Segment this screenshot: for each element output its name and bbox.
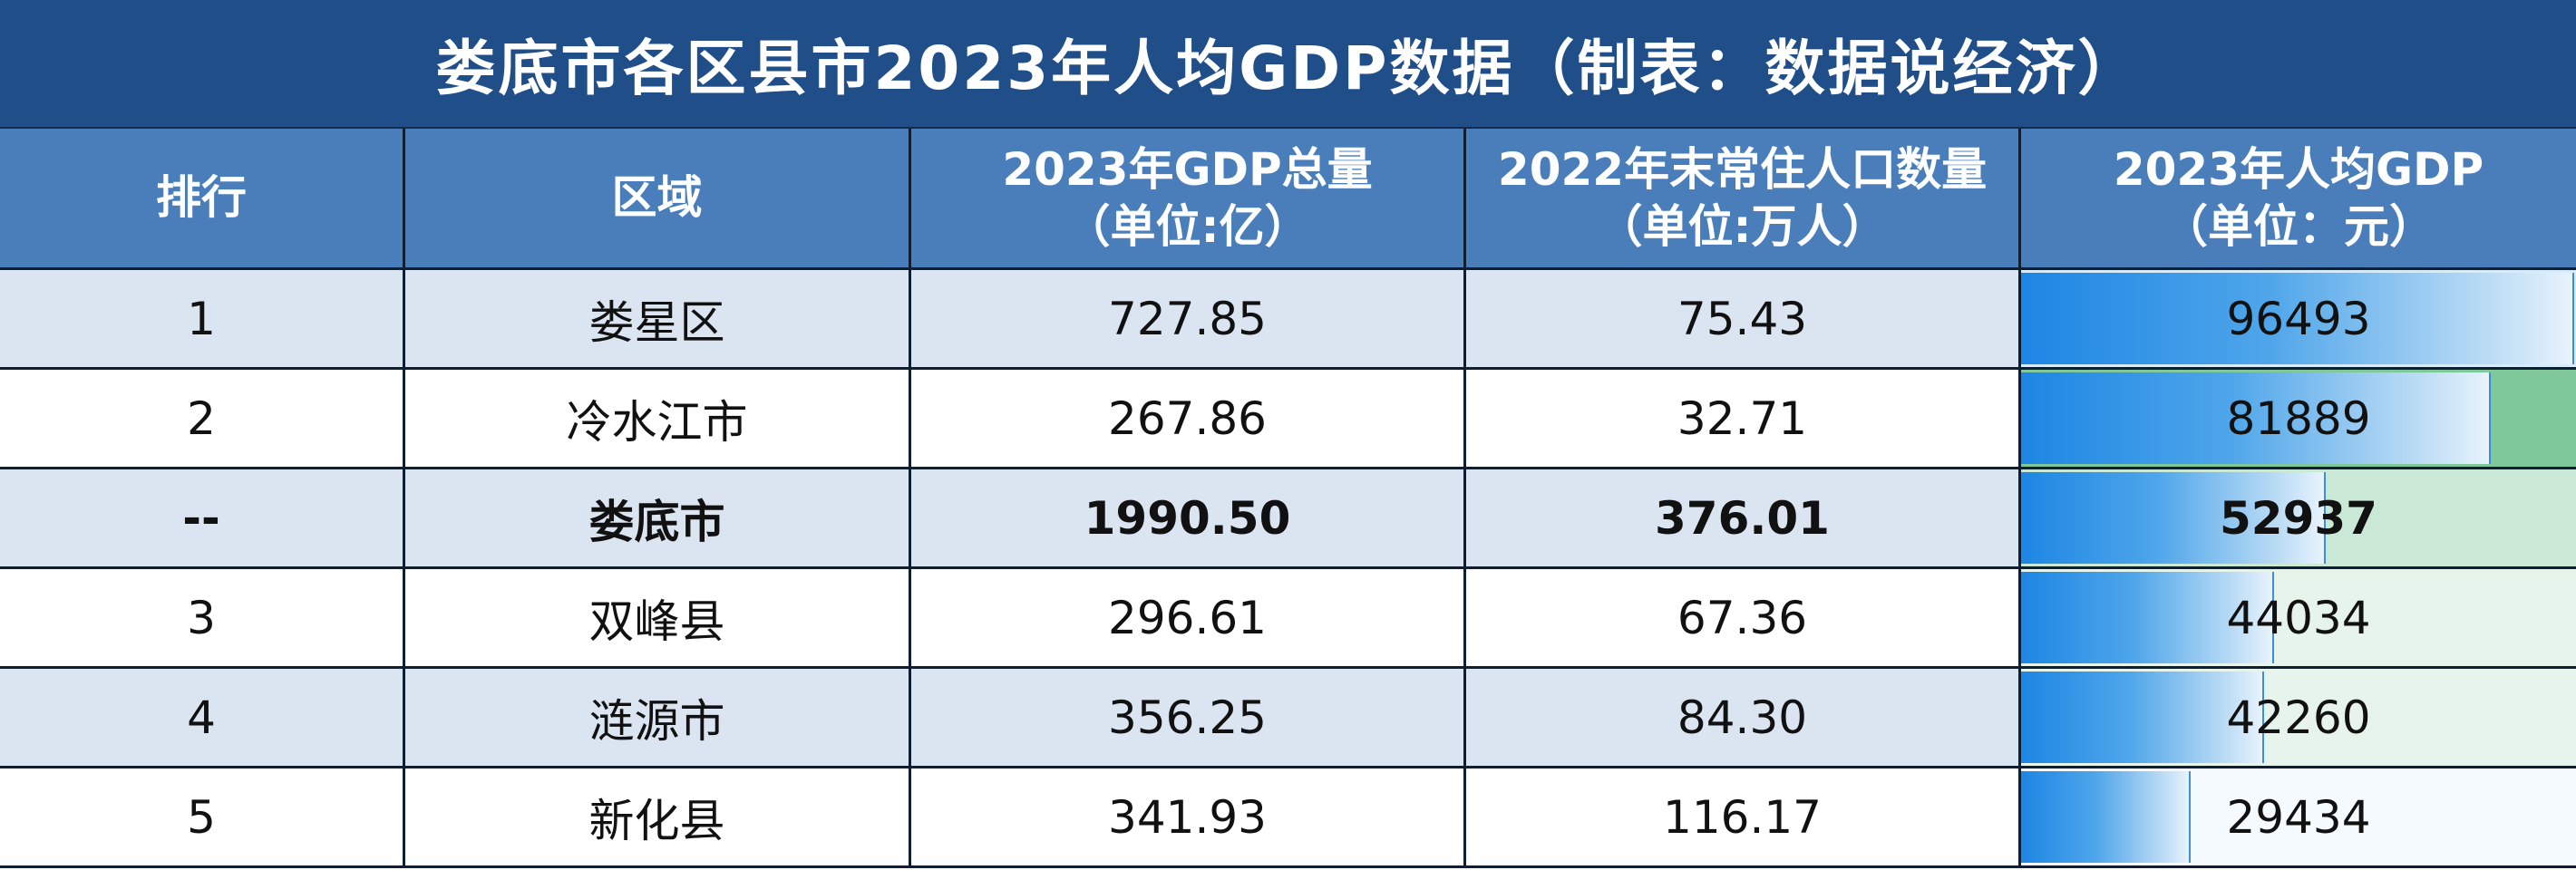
header-rank: 排行 bbox=[0, 129, 405, 270]
header-gdp-unit: （单位:亿） bbox=[1064, 199, 1310, 253]
rank-cell-text: 3 bbox=[187, 591, 216, 644]
rank-cell-text: 2 bbox=[187, 392, 216, 445]
header-region-label: 区域 bbox=[611, 171, 703, 225]
gdp-cell-value: 1990.50 bbox=[911, 469, 1466, 569]
region-cell-text: 娄底市 bbox=[588, 495, 725, 548]
header-per-capita-unit: （单位：元） bbox=[2163, 199, 2435, 253]
region-cell: 涟源市 bbox=[405, 669, 911, 768]
header-row: 排行 区域 2023年GDP总量 （单位:亿） 2022年末常住人口数量 （单位… bbox=[0, 129, 2576, 270]
gdp-table: 排行 区域 2023年GDP总量 （单位:亿） 2022年末常住人口数量 （单位… bbox=[0, 129, 2576, 870]
region-cell-text: 双峰县 bbox=[588, 594, 725, 648]
region-cell: 新化县 bbox=[405, 768, 911, 868]
table-title: 娄底市各区县市2023年人均GDP数据（制表：数据说经济） bbox=[0, 0, 2576, 129]
gdp-cell-value: 727.85 bbox=[911, 270, 1466, 370]
per-capita-cell: 29434 bbox=[2021, 768, 2576, 868]
header-per-capita: 2023年人均GDP （单位：元） bbox=[2021, 129, 2576, 270]
gdp-cell-value-text: 341.93 bbox=[1108, 790, 1267, 844]
table-row: -- 娄底市 1990.50 376.01 52937 bbox=[0, 469, 2576, 569]
table-row: 2 冷水江市 267.86 32.71 81889 bbox=[0, 370, 2576, 469]
per-capita-data-bar bbox=[2021, 472, 2326, 564]
per-capita-cell: 44034 bbox=[2021, 569, 2576, 669]
population-cell: 84.30 bbox=[1466, 669, 2021, 768]
header-rank-label: 排行 bbox=[156, 171, 247, 225]
region-cell-text: 娄星区 bbox=[588, 295, 725, 349]
rank-cell: 2 bbox=[0, 370, 405, 469]
region-cell: 双峰县 bbox=[405, 569, 911, 669]
per-capita-text: 96493 bbox=[2226, 292, 2371, 345]
population-cell: 67.36 bbox=[1466, 569, 2021, 669]
rank-cell: 1 bbox=[0, 270, 405, 370]
per-capita-data-bar bbox=[2021, 672, 2264, 763]
per-capita-cell: 52937 bbox=[2021, 469, 2576, 569]
table-row: 4 涟源市 356.25 84.30 42260 bbox=[0, 669, 2576, 768]
header-region: 区域 bbox=[405, 129, 911, 270]
rank-cell-text: -- bbox=[182, 491, 220, 545]
header-per-capita-label: 2023年人均GDP bbox=[2113, 143, 2484, 196]
table-row: 1 娄星区 727.85 75.43 96493 bbox=[0, 270, 2576, 370]
gdp-cell-value: 296.61 bbox=[911, 569, 1466, 669]
per-capita-text: 44034 bbox=[2226, 591, 2371, 644]
population-cell: 32.71 bbox=[1466, 370, 2021, 469]
population-cell: 116.17 bbox=[1466, 768, 2021, 868]
rank-cell: 3 bbox=[0, 569, 405, 669]
per-capita-text: 42260 bbox=[2226, 691, 2371, 744]
header-gdp-label: 2023年GDP总量 bbox=[1002, 143, 1373, 196]
rank-cell-text: 5 bbox=[187, 790, 216, 844]
per-capita-data-bar bbox=[2021, 372, 2491, 464]
gdp-cell-value-text: 356.25 bbox=[1108, 691, 1267, 744]
region-cell-text: 新化县 bbox=[588, 794, 725, 847]
population-cell-text: 376.01 bbox=[1655, 491, 1830, 545]
gdp-cell-value-text: 1990.50 bbox=[1084, 491, 1291, 545]
header-population-unit: （单位:万人） bbox=[1597, 199, 1888, 253]
population-cell-text: 67.36 bbox=[1677, 591, 1808, 644]
region-cell-text: 涟源市 bbox=[588, 694, 725, 748]
region-cell: 娄底市 bbox=[405, 469, 911, 569]
region-cell: 冷水江市 bbox=[405, 370, 911, 469]
gdp-cell-value-text: 296.61 bbox=[1108, 591, 1267, 644]
per-capita-cell: 42260 bbox=[2021, 669, 2576, 768]
rank-cell-text: 1 bbox=[187, 292, 216, 345]
header-population: 2022年末常住人口数量 （单位:万人） bbox=[1466, 129, 2021, 270]
per-capita-data-bar bbox=[2021, 273, 2574, 364]
per-capita-text: 29434 bbox=[2226, 790, 2371, 844]
gdp-cell-value: 267.86 bbox=[911, 370, 1466, 469]
header-population-label: 2022年末常住人口数量 bbox=[1497, 143, 1988, 196]
header-gdp: 2023年GDP总量 （单位:亿） bbox=[911, 129, 1466, 270]
rank-cell: 4 bbox=[0, 669, 405, 768]
gdp-cell-value: 341.93 bbox=[911, 768, 1466, 868]
gdp-cell-value: 356.25 bbox=[911, 669, 1466, 768]
table-row: 5 新化县 341.93 116.17 29434 bbox=[0, 768, 2576, 868]
rank-cell: -- bbox=[0, 469, 405, 569]
per-capita-text: 81889 bbox=[2226, 392, 2371, 445]
population-cell: 75.43 bbox=[1466, 270, 2021, 370]
population-cell: 376.01 bbox=[1466, 469, 2021, 569]
gdp-cell-value-text: 727.85 bbox=[1108, 292, 1267, 345]
population-cell-text: 116.17 bbox=[1663, 790, 1822, 844]
population-cell-text: 84.30 bbox=[1677, 691, 1808, 744]
per-capita-cell: 96493 bbox=[2021, 270, 2576, 370]
per-capita-data-bar bbox=[2021, 771, 2191, 863]
population-cell-text: 32.71 bbox=[1677, 392, 1808, 445]
gdp-cell-value-text: 267.86 bbox=[1108, 392, 1267, 445]
per-capita-cell: 81889 bbox=[2021, 370, 2576, 469]
region-cell: 娄星区 bbox=[405, 270, 911, 370]
per-capita-data-bar bbox=[2021, 572, 2274, 663]
rank-cell: 5 bbox=[0, 768, 405, 868]
region-cell-text: 冷水江市 bbox=[566, 395, 748, 449]
table-row: 3 双峰县 296.61 67.36 44034 bbox=[0, 569, 2576, 669]
per-capita-text: 52937 bbox=[2220, 491, 2377, 545]
rank-cell-text: 4 bbox=[187, 691, 216, 744]
population-cell-text: 75.43 bbox=[1677, 292, 1808, 345]
